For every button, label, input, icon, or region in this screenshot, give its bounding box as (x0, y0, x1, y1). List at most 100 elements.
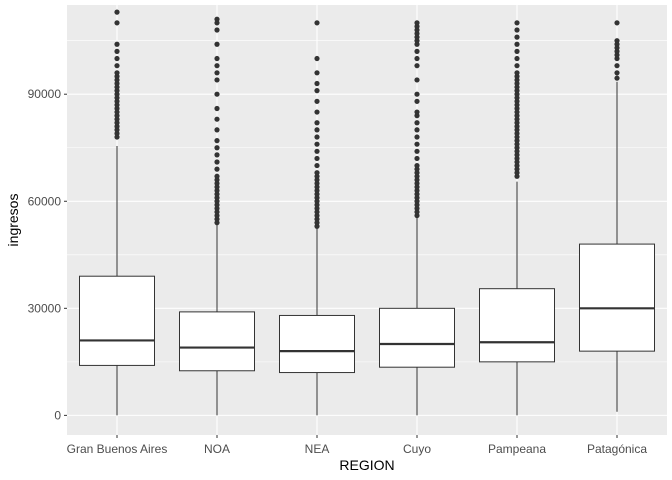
outlier-point (314, 109, 320, 115)
outlier-point (414, 77, 420, 83)
outlier-point (314, 70, 320, 76)
outlier-point (514, 105, 520, 112)
outlier-point (214, 16, 220, 22)
outlier-point (414, 202, 420, 208)
box-iqr (79, 275, 155, 366)
outlier-point (214, 187, 220, 194)
outlier-point (414, 98, 420, 104)
y-tick-label: 30000 (28, 301, 62, 315)
outlier-point (314, 216, 320, 222)
outlier-point (614, 38, 620, 44)
outlier-point (314, 205, 320, 212)
box-iqr (579, 243, 655, 352)
outlier-point (414, 141, 420, 147)
boxes-layer (79, 9, 655, 416)
outlier-point (414, 127, 420, 133)
x-axis: Gran Buenos Aires NOA NEA Cuyo Pampeana Patag… (67, 435, 647, 456)
outlier-point (114, 91, 120, 97)
box-iqr (279, 314, 355, 374)
outlier-point (214, 195, 220, 201)
x-axis-title: REGION (339, 457, 394, 473)
outlier-point (214, 202, 220, 208)
outlier-point (514, 55, 520, 62)
outlier-point (414, 30, 420, 37)
outlier-point (414, 198, 420, 204)
outlier-point (514, 162, 520, 169)
outlier-point (514, 127, 520, 133)
outlier-point (114, 109, 120, 115)
outlier-point (414, 63, 420, 69)
outlier-point (214, 173, 220, 179)
outlier-point (214, 180, 220, 187)
outlier-point (314, 198, 320, 204)
outlier-point (214, 184, 220, 190)
outlier-point (414, 20, 420, 26)
outlier-point (314, 141, 320, 147)
outlier-point (414, 191, 420, 197)
outlier-point (514, 80, 520, 87)
outlier-point (414, 212, 420, 219)
outlier-point (514, 173, 520, 179)
outlier-point (414, 162, 420, 169)
outlier-point (514, 73, 520, 79)
outlier-point (414, 184, 420, 190)
outlier-point (314, 55, 320, 62)
outlier-point (114, 80, 120, 87)
outlier-point (314, 173, 320, 179)
outlier-point (514, 91, 520, 97)
outlier-point (214, 166, 220, 172)
outlier-point (214, 145, 220, 151)
outlier-point (214, 91, 220, 97)
outlier-point (114, 77, 120, 83)
outlier-point (214, 198, 220, 204)
outlier-point (514, 48, 520, 54)
outlier-point (514, 152, 520, 158)
outlier-point (314, 88, 320, 94)
outlier-point (314, 170, 320, 176)
outlier-point (314, 127, 320, 133)
y-tick-label: 90000 (28, 87, 62, 101)
outlier-point (514, 41, 520, 47)
outlier-point (214, 212, 220, 219)
outlier-point (114, 127, 120, 133)
x-tick-label: Patagónica (587, 442, 647, 456)
outlier-point (514, 170, 520, 176)
outlier-point (314, 184, 320, 190)
outlier-point (114, 63, 120, 69)
outlier-point (514, 88, 520, 94)
outlier-point (114, 41, 120, 47)
outlier-point (514, 120, 520, 126)
outlier-point (414, 166, 420, 172)
outlier-point (114, 116, 120, 122)
outlier-point (114, 55, 120, 62)
outlier-point (514, 70, 520, 76)
x-tick-label: NEA (305, 442, 330, 456)
outlier-point (414, 173, 420, 179)
outlier-point (614, 20, 620, 26)
box-iqr (179, 311, 255, 372)
y-tick-label: 60000 (28, 194, 62, 208)
outlier-point (514, 123, 520, 129)
box-group (579, 20, 655, 412)
outlier-point (614, 41, 620, 47)
outlier-point (214, 209, 220, 215)
outlier-point (114, 95, 120, 101)
box-group (279, 20, 355, 416)
outlier-point (514, 98, 520, 104)
outlier-point (614, 48, 620, 54)
outlier-point (414, 205, 420, 212)
outlier-point (414, 48, 420, 54)
outlier-point (214, 116, 220, 122)
outlier-point (314, 187, 320, 194)
outlier-point (314, 209, 320, 215)
box-iqr (379, 307, 455, 368)
outlier-point (314, 148, 320, 154)
outlier-point (514, 109, 520, 115)
outlier-point (214, 55, 220, 62)
outlier-point (614, 45, 620, 51)
outlier-point (214, 152, 220, 158)
outlier-point (114, 70, 120, 76)
outlier-point (614, 70, 620, 76)
outlier-point (314, 212, 320, 219)
outlier-point (314, 20, 320, 26)
